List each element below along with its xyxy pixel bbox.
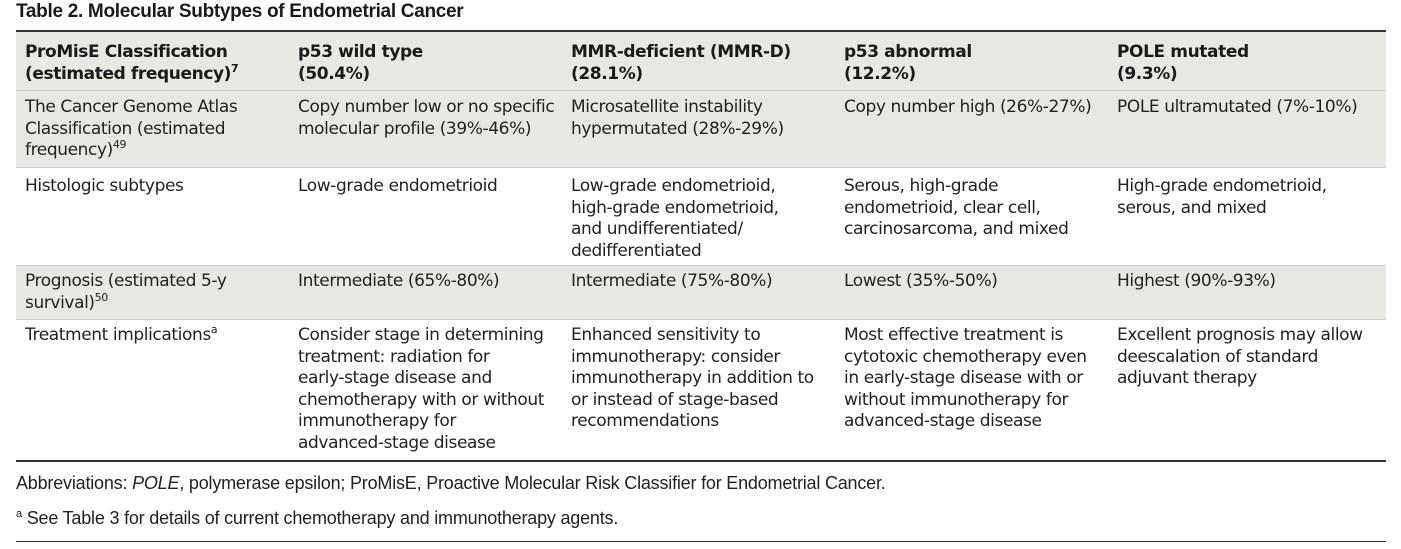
cell-treat-mmr: Enhanced sensitivity to immunotherapy: co… xyxy=(562,320,835,460)
cell-prog-p53-wild: Intermediate (65%-80%) xyxy=(289,266,562,319)
cell-line: in early-stage disease with or xyxy=(844,368,1083,388)
table-title: Table 2. Molecular Subtypes of Endometri… xyxy=(16,1,464,22)
bottom-rule xyxy=(16,541,1386,542)
cell-line: deescalation of standard xyxy=(1117,346,1319,367)
table-row-prognosis: Prognosis (estimated 5-y survival)50 Inte… xyxy=(16,265,1386,319)
cell-line: without immunotherapy for xyxy=(844,389,1069,410)
cell-tcga-p53-wild: Copy number low or no specific molecular … xyxy=(289,91,562,167)
cell-line: Microsatellite instability xyxy=(571,97,763,117)
cell-line: Consider stage in determining xyxy=(298,325,544,345)
cell-line: Low-grade endometrioid xyxy=(298,176,498,196)
cell-line: treatment: radiation for xyxy=(298,346,490,367)
table-row-tcga: The Cancer Genome Atlas Classification (e… xyxy=(16,90,1386,167)
cell-line: Highest (90%-93%) xyxy=(1117,271,1276,291)
cell-line: cytotoxic chemotherapy even xyxy=(844,346,1087,367)
cell-prog-mmr: Intermediate (75%-80%) xyxy=(562,266,835,319)
cell-line: endometrioid, clear cell, xyxy=(844,197,1041,218)
cell-line: Most effective treatment is xyxy=(844,325,1064,345)
cell-line: Low-grade endometrioid, xyxy=(571,176,776,196)
cell-line: Intermediate (75%-80%) xyxy=(571,271,773,291)
cell-line: Serous, high-grade xyxy=(844,176,999,196)
row-label-prognosis: Prognosis (estimated 5-y survival)50 xyxy=(25,271,227,313)
subtypes-table: ProMisE Classification (estimated frequen… xyxy=(16,30,1386,462)
row-label-treatment: Treatment implicationsa xyxy=(25,323,218,345)
row-label-histologic: Histologic subtypes xyxy=(25,176,184,196)
header-pole-mutated: POLE mutated (9.3%) xyxy=(1117,42,1249,84)
cell-treat-p53-abnormal: Most effective treatment is cytotoxic che… xyxy=(835,320,1108,460)
cell-tcga-p53-abnormal: Copy number high (26%-27%) xyxy=(835,91,1108,167)
cell-line: dedifferentiated xyxy=(571,240,702,261)
cell-line: High-grade endometrioid, xyxy=(1117,176,1327,196)
cell-line: recommendations xyxy=(571,411,719,431)
cell-line: hypermutated (28%-29%) xyxy=(571,118,784,139)
cell-line: serous, and mixed xyxy=(1117,197,1267,218)
cell-line: Excellent prognosis may allow xyxy=(1117,325,1363,345)
cell-line: Enhanced sensitivity to xyxy=(571,325,761,345)
header-mmr-deficient: MMR-deficient (MMR-D) (28.1%) xyxy=(571,42,791,84)
cell-hist-pole: High-grade endometrioid, serous, and mixe… xyxy=(1108,168,1386,265)
cell-line: chemotherapy with or without xyxy=(298,389,545,410)
cell-line: immunotherapy in addition to xyxy=(571,368,814,388)
header-p53-abnormal: p53 abnormal (12.2%) xyxy=(844,42,972,84)
cell-hist-p53-abnormal: Serous, high-grade endometrioid, clear ce… xyxy=(835,168,1108,265)
cell-line: Intermediate (65%-80%) xyxy=(298,271,500,291)
cell-line: immunotherapy for xyxy=(298,411,456,431)
cell-line: early-stage disease and xyxy=(298,368,492,388)
cell-line: Copy number low or no specific xyxy=(298,97,555,117)
row-label-tcga: The Cancer Genome Atlas Classification (e… xyxy=(25,97,238,160)
cell-tcga-mmr: Microsatellite instability hypermutated (… xyxy=(562,91,835,167)
abbreviations-footnote: Abbreviations: POLE, polymerase epsilon;… xyxy=(16,473,886,493)
cell-line: advanced-stage disease xyxy=(844,411,1042,431)
header-promise: ProMisE Classification (estimated frequen… xyxy=(25,42,239,84)
cell-treat-p53-wild: Consider stage in determining treatment: … xyxy=(289,320,562,460)
cell-line: Copy number high (26%-27%) xyxy=(844,97,1092,117)
table-row-histologic: Histologic subtypes Low-grade endometrio… xyxy=(16,167,1386,265)
table-row-treatment: Treatment implicationsa Consider stage i… xyxy=(16,319,1386,460)
cell-line: high-grade endometrioid, xyxy=(571,197,779,218)
cell-line: advanced-stage disease xyxy=(298,432,496,453)
cell-prog-p53-abnormal: Lowest (35%-50%) xyxy=(835,266,1108,319)
cell-prog-pole: Highest (90%-93%) xyxy=(1108,266,1386,319)
header-p53-wild-type: p53 wild type (50.4%) xyxy=(298,42,423,84)
cell-line: and undifferentiated/ xyxy=(571,219,743,239)
cell-line: POLE ultramutated (7%-10%) xyxy=(1117,97,1358,117)
table-note-a: a See Table 3 for details of current che… xyxy=(16,508,619,528)
cell-line: Lowest (35%-50%) xyxy=(844,271,998,291)
cell-line: molecular profile (39%-46%) xyxy=(298,118,532,139)
cell-tcga-pole: POLE ultramutated (7%-10%) xyxy=(1108,91,1386,167)
cell-hist-p53-wild: Low-grade endometrioid xyxy=(289,168,562,265)
cell-line: carcinosarcoma, and mixed xyxy=(844,219,1069,239)
cell-hist-mmr: Low-grade endometrioid, high-grade endome… xyxy=(562,168,835,265)
cell-treat-pole: Excellent prognosis may allow deescalatio… xyxy=(1108,320,1386,460)
cell-line: immunotherapy: consider xyxy=(571,346,780,367)
cell-line: adjuvant therapy xyxy=(1117,368,1257,388)
cell-line: or instead of stage-based xyxy=(571,389,779,410)
table-header-row: ProMisE Classification (estimated frequen… xyxy=(16,32,1386,90)
